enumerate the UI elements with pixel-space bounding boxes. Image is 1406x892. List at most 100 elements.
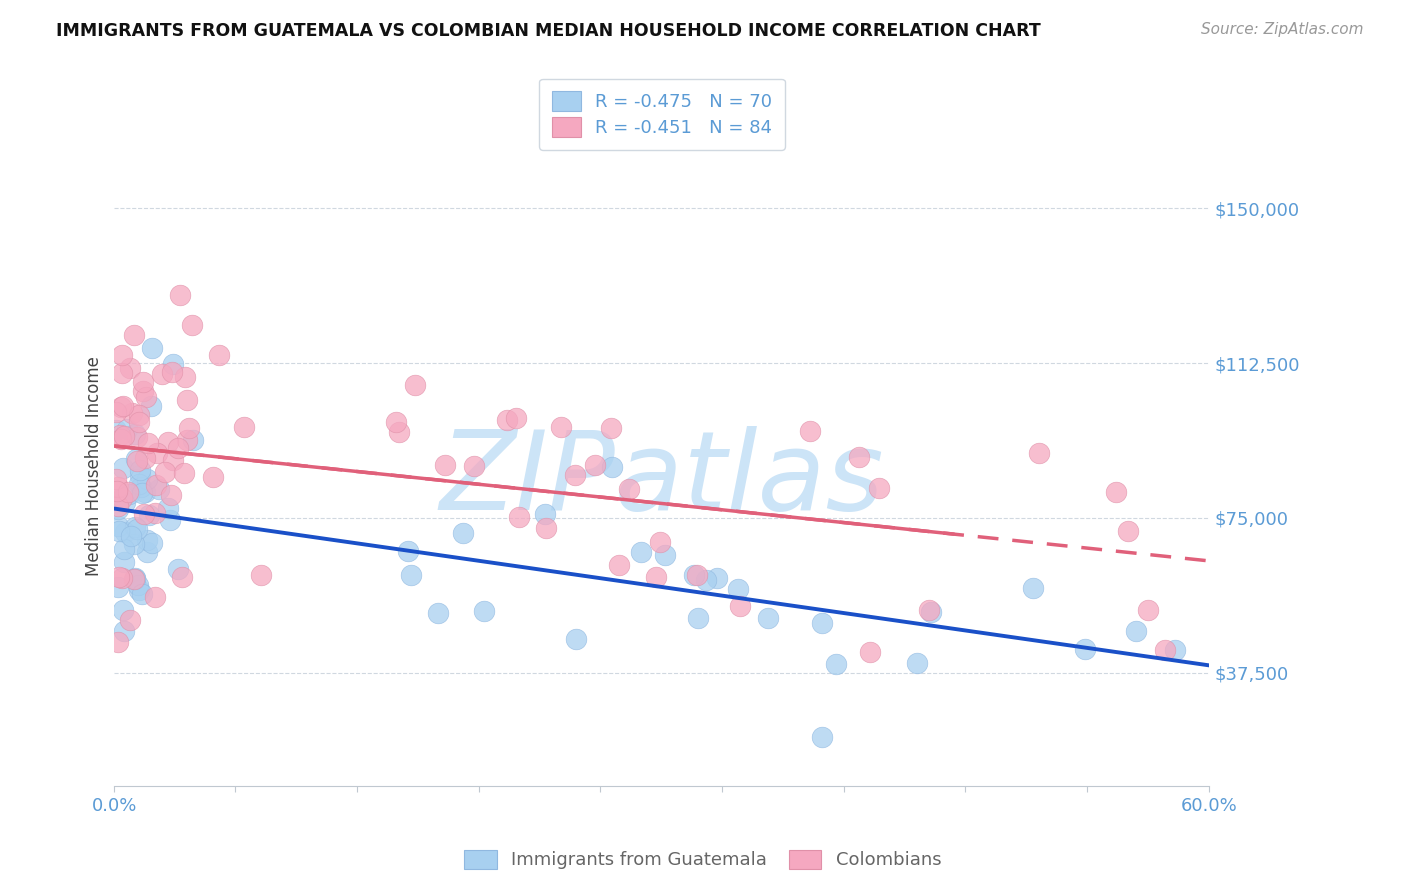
Point (404, 378, 426, 392)
Point (166, 441, 188, 455)
Point (534, 521, 557, 535)
Point (132, 384, 155, 399)
Point (107, 635, 129, 649)
Point (145, 446, 167, 460)
Point (107, 580, 129, 594)
Point (505, 410, 527, 425)
Point (550, 420, 572, 434)
Point (120, 614, 142, 628)
Point (112, 428, 135, 442)
Point (159, 513, 181, 527)
Point (474, 604, 496, 618)
Point (148, 483, 170, 497)
Point (176, 393, 198, 408)
Point (120, 360, 142, 375)
Point (1116, 524, 1139, 538)
Point (125, 430, 148, 444)
Point (145, 477, 167, 491)
Point (463, 458, 485, 473)
Point (650, 535, 672, 549)
Point (654, 548, 676, 562)
Point (112, 461, 135, 475)
Point (1136, 603, 1159, 617)
Point (112, 624, 135, 639)
Point (396, 544, 419, 558)
Point (683, 568, 706, 582)
Point (115, 422, 138, 436)
Point (426, 606, 449, 620)
Point (105, 405, 128, 419)
Point (124, 571, 146, 585)
Point (107, 480, 129, 494)
Point (150, 368, 173, 382)
Point (124, 572, 146, 586)
Point (162, 453, 184, 467)
Point (181, 318, 204, 333)
Text: IMMIGRANTS FROM GUATEMALA VS COLOMBIAN MEDIAN HOUSEHOLD INCOME CORRELATION CHART: IMMIGRANTS FROM GUATEMALA VS COLOMBIAN M… (56, 22, 1040, 40)
Point (160, 488, 183, 502)
Point (112, 603, 135, 617)
Point (118, 487, 141, 501)
Point (111, 348, 134, 362)
Point (111, 366, 134, 380)
Point (630, 545, 652, 559)
Point (121, 406, 143, 420)
Point (1164, 642, 1187, 657)
Point (157, 501, 180, 516)
Point (111, 399, 134, 413)
Point (124, 427, 146, 442)
Point (122, 328, 145, 343)
Point (208, 348, 231, 362)
Point (181, 433, 204, 447)
Point (108, 427, 131, 442)
Point (135, 472, 157, 486)
Point (434, 458, 457, 472)
Point (124, 520, 146, 534)
Point (143, 591, 166, 605)
Point (124, 573, 146, 587)
Point (108, 492, 131, 507)
Point (128, 463, 150, 477)
Point (129, 468, 152, 483)
Point (129, 479, 152, 493)
Point (156, 435, 179, 450)
Point (249, 568, 271, 582)
Point (134, 484, 156, 499)
Point (508, 509, 530, 524)
Point (176, 434, 198, 448)
Point (112, 556, 135, 570)
Point (600, 421, 623, 435)
Point (128, 415, 150, 429)
Point (132, 376, 155, 390)
Point (905, 656, 928, 670)
Point (127, 578, 149, 592)
Point (918, 603, 941, 617)
Point (117, 485, 139, 500)
Point (110, 400, 132, 414)
Point (110, 432, 132, 446)
Point (868, 481, 890, 495)
Point (108, 524, 131, 539)
Text: Source: ZipAtlas.com: Source: ZipAtlas.com (1201, 22, 1364, 37)
Point (138, 508, 160, 523)
Point (811, 615, 834, 630)
Point (170, 570, 193, 584)
Point (141, 399, 163, 413)
Point (169, 288, 191, 302)
Point (174, 370, 197, 384)
Point (859, 645, 882, 659)
Point (695, 573, 717, 587)
Point (1125, 624, 1147, 638)
Point (128, 477, 150, 491)
Point (848, 450, 870, 464)
Point (114, 524, 136, 539)
Point (825, 657, 848, 671)
Point (111, 491, 134, 505)
Point (136, 545, 159, 559)
Point (1021, 581, 1043, 595)
Y-axis label: Median Household Income: Median Household Income (86, 356, 103, 576)
Point (644, 569, 666, 583)
Text: ZIPatlas: ZIPatlas (440, 425, 884, 533)
Point (564, 467, 586, 482)
Point (105, 483, 128, 498)
